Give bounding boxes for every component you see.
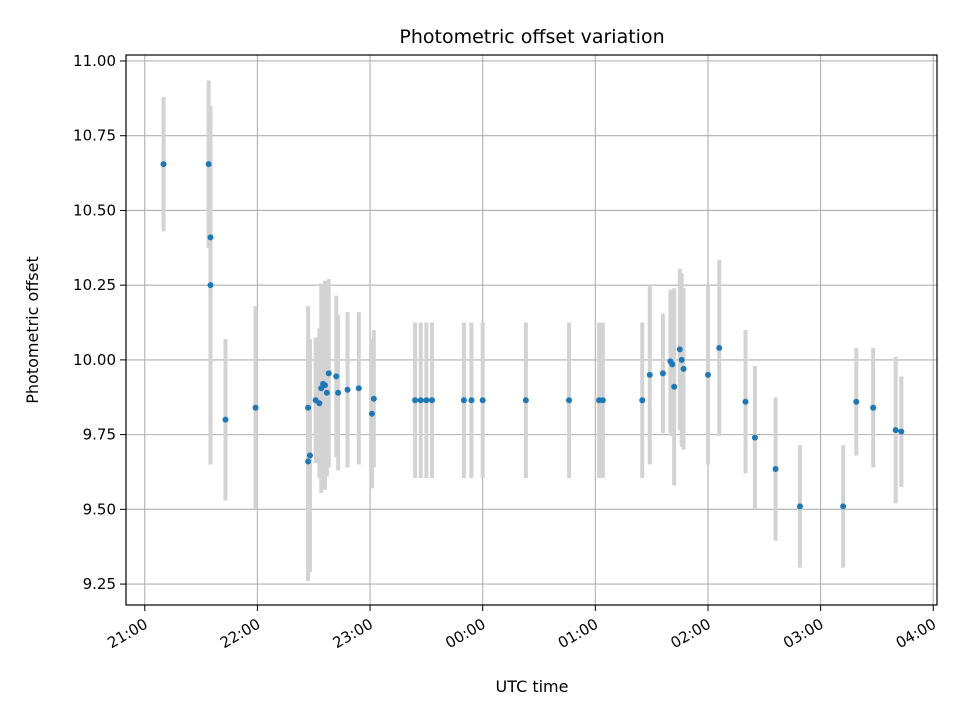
data-point bbox=[522, 397, 529, 404]
data-point bbox=[742, 398, 749, 405]
data-point bbox=[796, 503, 803, 510]
data-point bbox=[429, 397, 436, 404]
data-point bbox=[680, 365, 687, 372]
data-point bbox=[207, 234, 214, 241]
data-point bbox=[160, 161, 167, 168]
y-tick-label: 10.00 bbox=[73, 351, 116, 369]
data-point bbox=[417, 397, 424, 404]
data-point bbox=[840, 503, 847, 510]
data-point bbox=[566, 397, 573, 404]
data-point bbox=[870, 404, 877, 411]
y-tick-label: 9.75 bbox=[83, 426, 116, 444]
data-point bbox=[252, 404, 259, 411]
y-tick-label: 10.25 bbox=[73, 276, 116, 294]
data-point bbox=[669, 361, 676, 368]
data-point bbox=[853, 398, 860, 405]
data-point bbox=[772, 465, 779, 472]
data-point bbox=[716, 344, 723, 351]
data-point bbox=[355, 385, 362, 392]
plot-frame bbox=[125, 54, 938, 606]
data-points bbox=[160, 161, 905, 510]
x-axis-title: UTC time bbox=[496, 677, 569, 696]
data-point bbox=[335, 389, 342, 396]
data-point bbox=[306, 452, 313, 459]
data-point bbox=[333, 373, 340, 380]
data-point bbox=[423, 397, 430, 404]
data-point bbox=[205, 161, 212, 168]
y-tick-label: 10.50 bbox=[73, 201, 116, 219]
data-point bbox=[659, 370, 666, 377]
data-point bbox=[207, 282, 214, 289]
chart-title: Photometric offset variation bbox=[399, 26, 664, 48]
data-point bbox=[751, 434, 758, 441]
data-point bbox=[323, 389, 330, 396]
y-tick-label: 9.25 bbox=[83, 575, 116, 593]
data-point bbox=[305, 458, 312, 465]
data-point bbox=[316, 400, 323, 407]
data-point bbox=[370, 395, 377, 402]
data-point bbox=[639, 397, 646, 404]
data-point bbox=[412, 397, 419, 404]
y-axis-ticks: 9.25 9.50 9.75 10.00 10.25 10.50 10.75 11.00 bbox=[73, 52, 126, 593]
data-point bbox=[704, 371, 711, 378]
data-point bbox=[671, 383, 678, 390]
data-point bbox=[646, 371, 653, 378]
data-point bbox=[898, 428, 905, 435]
data-point bbox=[599, 397, 606, 404]
y-tick-label: 9.50 bbox=[83, 500, 116, 518]
data-point bbox=[468, 397, 475, 404]
y-tick-label: 10.75 bbox=[73, 127, 116, 145]
data-point bbox=[325, 370, 332, 377]
data-point bbox=[460, 397, 467, 404]
data-point bbox=[678, 356, 685, 363]
data-point bbox=[305, 404, 312, 411]
data-point bbox=[368, 410, 375, 417]
data-point bbox=[222, 416, 229, 423]
data-point bbox=[676, 346, 683, 353]
y-tick-label: 11.00 bbox=[73, 52, 116, 70]
data-point bbox=[344, 386, 351, 393]
data-point bbox=[321, 382, 328, 389]
y-axis-title: Photometric offset bbox=[23, 256, 42, 404]
data-point bbox=[892, 427, 899, 434]
data-point bbox=[479, 397, 486, 404]
